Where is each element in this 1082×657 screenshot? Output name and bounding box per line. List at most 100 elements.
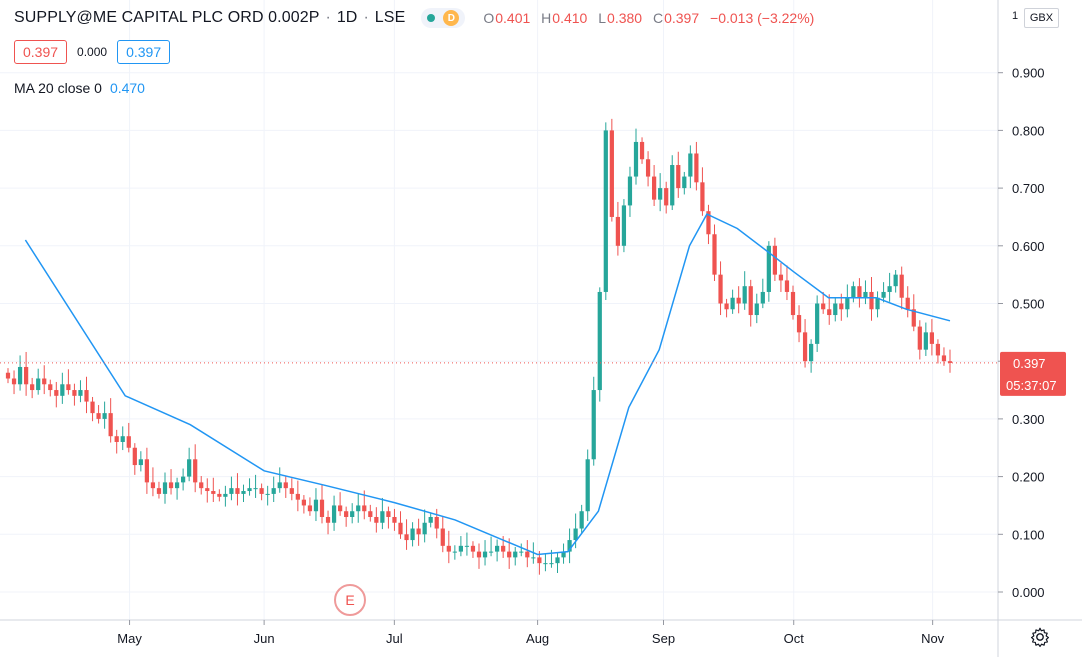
candle-body — [17, 366, 23, 385]
candle-body — [247, 488, 252, 492]
x-tick-label: May — [117, 631, 142, 646]
candle-body — [561, 551, 566, 558]
scale-mode[interactable]: 1 — [1012, 10, 1019, 22]
bid-ask-row: 0.397 0.000 0.397 — [14, 40, 171, 64]
candle-body — [923, 332, 928, 350]
buy-price-button[interactable]: 0.397 — [117, 40, 171, 64]
candle-body — [48, 384, 53, 391]
candle-body — [410, 528, 415, 541]
candle-body — [138, 459, 143, 466]
candle-body — [90, 401, 95, 414]
candle-body — [362, 505, 367, 512]
candle-body — [947, 361, 953, 363]
last-price-badge — [1000, 351, 1066, 396]
candle-body — [555, 557, 560, 564]
candle-body — [30, 384, 35, 391]
candle-body — [706, 211, 711, 235]
candle-body — [114, 436, 119, 442]
candle-body — [597, 291, 602, 391]
candle-body — [325, 516, 331, 523]
last-price-value: 0.397 — [1013, 356, 1046, 371]
candle-body — [54, 390, 59, 396]
candle-body — [766, 245, 771, 292]
symbol-title[interactable]: SUPPLY@ME CAPITAL PLC ORD 0.002P — [14, 9, 320, 26]
candle-body — [513, 551, 518, 558]
chart-grid — [0, 0, 998, 620]
candle-body — [488, 551, 494, 553]
candle-body — [241, 491, 246, 494]
ohlc-values: O0.401 H0.410 L0.380 C0.397 −0.013 (−3.2… — [483, 10, 821, 26]
candle-body — [102, 413, 107, 419]
candle-body — [96, 413, 101, 419]
candle-body — [929, 332, 934, 344]
candle-body — [724, 303, 729, 310]
candle-body — [700, 182, 705, 212]
currency-button[interactable]: GBX — [1024, 8, 1059, 28]
candle-body — [815, 303, 820, 344]
candle-body — [519, 551, 524, 553]
candle-body — [452, 551, 457, 553]
x-tick-label: Jul — [386, 631, 403, 646]
candle-body — [331, 505, 337, 523]
y-tick-label: 0.700 — [1012, 181, 1045, 196]
y-tick-label: 0.500 — [1012, 297, 1045, 312]
candle-body — [645, 159, 651, 177]
market-status[interactable]: D — [421, 8, 466, 28]
candle-body — [60, 384, 65, 396]
candle-body — [356, 505, 361, 512]
candle-body — [845, 297, 850, 310]
settings-gear-icon[interactable] — [1029, 626, 1051, 648]
candle-body — [543, 563, 548, 565]
candle-body — [181, 476, 186, 483]
time-axis: May Jun Jul Aug Sep Oct Nov — [0, 619, 1082, 646]
candle-body — [736, 297, 741, 304]
candle-body — [235, 488, 240, 494]
candle-body — [374, 516, 379, 523]
candle-body — [120, 436, 125, 442]
candle-body — [579, 511, 584, 529]
bar-countdown: 05:37:07 — [1006, 378, 1057, 393]
candle-body — [670, 165, 675, 206]
candle-body — [428, 516, 433, 523]
delayed-data-icon: D — [443, 10, 460, 26]
candle-body — [851, 286, 856, 298]
candle-body — [144, 459, 149, 483]
candle-body — [531, 557, 536, 559]
sell-price-button[interactable]: 0.397 — [14, 40, 68, 64]
candle-body — [132, 447, 137, 466]
candle-body — [368, 511, 373, 517]
candle-body — [941, 355, 947, 362]
candle-body — [863, 291, 868, 298]
earnings-event-marker[interactable]: E — [334, 584, 366, 616]
ma-value: 0.470 — [109, 80, 145, 96]
candle-body — [11, 378, 17, 385]
candle-body — [259, 488, 264, 494]
interval-label[interactable]: 1D — [336, 9, 358, 26]
candle-body — [796, 315, 802, 333]
candle-body — [887, 286, 892, 292]
candle-body — [398, 522, 403, 535]
candle-body — [42, 378, 47, 385]
candle-body — [881, 291, 886, 298]
candle-body — [36, 378, 41, 391]
candle-body — [78, 390, 83, 396]
low-value: 0.380 — [607, 10, 643, 26]
candle-body — [857, 286, 862, 298]
candle-body — [277, 482, 282, 489]
y-tick-label: 0.800 — [1012, 123, 1045, 138]
y-tick-label: 0.900 — [1012, 66, 1045, 81]
candle-body — [730, 297, 735, 310]
candle-body — [271, 488, 276, 494]
candle-body — [223, 493, 228, 497]
candle-body — [289, 488, 294, 494]
candle-body — [688, 153, 693, 177]
indicator-legend[interactable]: MA 20 close 0 0.470 — [14, 80, 145, 96]
candle-body — [875, 297, 880, 310]
candle-body — [591, 390, 596, 460]
ma20-line — [24, 213, 951, 556]
candle-body — [809, 343, 814, 362]
candle-body — [84, 390, 89, 402]
open-label: O — [483, 10, 495, 26]
separator-dot: · — [325, 9, 331, 26]
